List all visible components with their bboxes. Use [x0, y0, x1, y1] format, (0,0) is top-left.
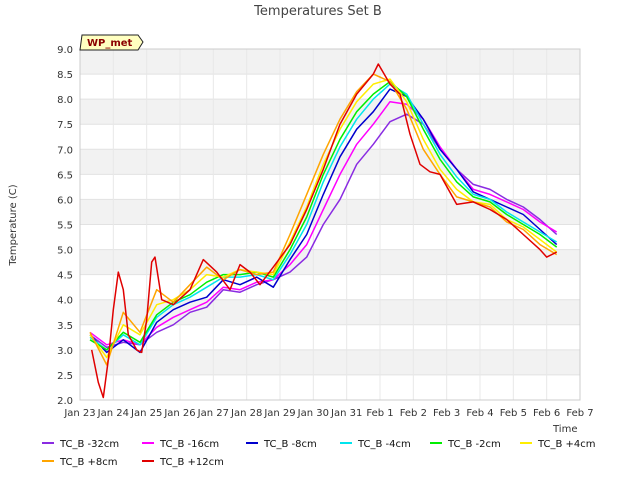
legend-item: TC_B -8cm: [246, 439, 317, 450]
y-tick-label: 2.5: [57, 371, 73, 382]
legend-item: TC_B -16cm: [142, 439, 219, 450]
plot-area-border: [79, 48, 581, 401]
x-tick-label: Feb 7: [566, 408, 593, 419]
y-tick-label: 6.5: [57, 170, 73, 181]
legend-label: TC_B +12cm: [159, 457, 224, 468]
x-axis-label: Time: [552, 424, 577, 435]
series-line: [89, 80, 558, 351]
x-tick-label: Feb 1: [366, 408, 393, 419]
chart-title: Temperatures Set B: [253, 4, 382, 19]
x-tick-label: Jan 29: [263, 408, 295, 419]
series-lines: [89, 63, 558, 399]
x-axis-ticks: Jan 23 Jan 24 Jan 25 Jan 26 Jan 27 Jan 28 Jan …: [63, 408, 593, 419]
series-line: [90, 63, 558, 399]
y-tick-label: 8.0: [57, 95, 73, 106]
x-tick-label: Jan 28: [230, 408, 262, 419]
legend-label: TC_B +4cm: [537, 439, 596, 450]
y-tick-label: 7.0: [57, 145, 73, 156]
legend-item: TC_B +8cm: [42, 457, 118, 468]
legend-label: TC_B -32cm: [59, 439, 119, 450]
legend-label: TC_B -2cm: [447, 439, 501, 450]
x-tick-label: Jan 27: [197, 408, 229, 419]
x-tick-label: Feb 3: [433, 408, 460, 419]
y-tick-label: 2.0: [57, 396, 73, 407]
y-tick-label: 4.5: [57, 271, 73, 282]
legend-item: TC_B +12cm: [142, 457, 224, 468]
x-tick-label: Feb 6: [533, 408, 560, 419]
series-line: [89, 78, 558, 359]
x-tick-label: Feb 4: [466, 408, 493, 419]
x-tick-label: Jan 25: [130, 408, 162, 419]
series-line: [89, 73, 558, 366]
legend-item: TC_B +4cm: [520, 439, 596, 450]
legend-label: TC_B -4cm: [357, 439, 411, 450]
series-line: [89, 88, 558, 354]
legend-item: TC_B -2cm: [430, 439, 501, 450]
series-line: [89, 83, 558, 351]
x-tick-label: Jan 24: [97, 408, 129, 419]
y-tick-label: 7.5: [57, 120, 73, 131]
legend-label: TC_B -8cm: [263, 439, 317, 450]
y-axis-label: Temperature (C): [8, 184, 19, 266]
grid-band: [80, 99, 580, 125]
y-tick-label: 5.5: [57, 221, 73, 232]
y-tick-label: 5.0: [57, 246, 73, 257]
legend-label: TC_B +8cm: [59, 457, 118, 468]
x-tick-label: Jan 31: [330, 408, 362, 419]
y-tick-label: 6.0: [57, 195, 73, 206]
grid-band: [80, 349, 580, 375]
y-axis-ticks: 2.0 2.5 3.0 3.5 4.0 4.5 5.0 5.5 6.0 6.5 7.0 7.5 8.0 8…: [57, 45, 73, 407]
x-tick-label: Feb 2: [400, 408, 427, 419]
grid-band: [80, 49, 580, 75]
legend-item: TC_B -32cm: [42, 439, 119, 450]
legend: TC_B -32cm TC_B -16cm TC_B -8cm TC_B -4cm TC…: [42, 439, 596, 468]
annotation-label: WP_met: [87, 38, 133, 49]
y-tick-label: 3.5: [57, 321, 73, 332]
legend-item: TC_B -4cm: [340, 439, 411, 450]
legend-label: TC_B -16cm: [159, 439, 219, 450]
y-tick-label: 3.0: [57, 346, 73, 357]
y-tick-label: 4.0: [57, 296, 73, 307]
x-tick-label: Jan 23: [63, 408, 95, 419]
y-tick-label: 8.5: [57, 70, 73, 81]
x-tick-label: Jan 30: [297, 408, 329, 419]
y-tick-label: 9.0: [57, 45, 73, 56]
x-tick-label: Jan 26: [163, 408, 195, 419]
x-tick-label: Feb 5: [500, 408, 527, 419]
series-line: [89, 100, 558, 346]
grid-band: [80, 249, 580, 275]
wp-met-badge: WP_met: [79, 34, 144, 51]
series-line: [89, 113, 558, 349]
